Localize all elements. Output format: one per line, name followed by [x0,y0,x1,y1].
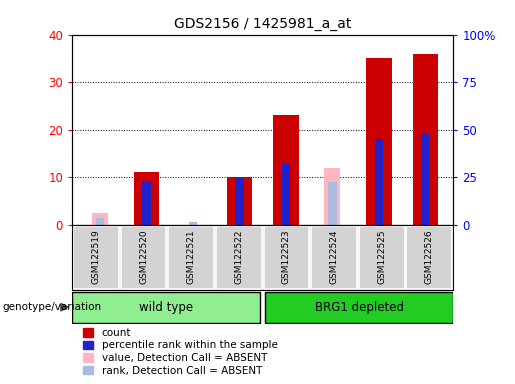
Text: GSM122523: GSM122523 [282,229,291,284]
Text: BRG1 depleted: BRG1 depleted [315,301,404,314]
Bar [324,168,340,225]
Bar [421,134,430,225]
Bar [168,226,214,289]
Bar [328,182,336,225]
Bar [264,226,310,289]
Bar [227,177,252,225]
Text: GSM122525: GSM122525 [377,229,386,284]
Bar [72,292,260,323]
Bar [96,217,104,225]
Title: GDS2156 / 1425981_a_at: GDS2156 / 1425981_a_at [174,17,351,31]
Bar [265,292,453,323]
Bar [134,172,159,225]
Bar [235,177,244,225]
Bar [121,226,166,289]
Text: GSM122522: GSM122522 [234,229,243,284]
Text: GSM122526: GSM122526 [425,229,434,284]
Bar [406,226,452,289]
Text: wild type: wild type [139,301,193,314]
Bar [366,58,391,225]
Bar [359,226,405,289]
Bar [311,226,357,289]
Bar [273,115,299,225]
Bar [413,54,438,225]
Bar [216,226,262,289]
Text: GSM122524: GSM122524 [330,229,338,284]
Bar [282,163,290,225]
Bar [142,182,151,225]
Text: GSM122520: GSM122520 [139,229,148,284]
Text: GSM122519: GSM122519 [92,229,100,284]
Text: genotype/variation: genotype/variation [3,302,101,312]
Text: GSM122521: GSM122521 [187,229,196,284]
Bar [189,222,197,225]
Bar [374,139,383,225]
Legend: count, percentile rank within the sample, value, Detection Call = ABSENT, rank, : count, percentile rank within the sample… [80,325,281,379]
Polygon shape [61,303,68,311]
Bar [73,226,119,289]
Bar [92,213,108,225]
